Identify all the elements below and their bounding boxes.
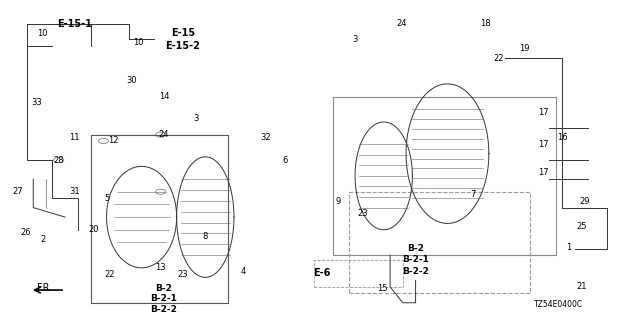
Text: 4: 4: [241, 267, 246, 276]
Text: E-15-2: E-15-2: [166, 41, 200, 51]
Text: B-2-1: B-2-1: [150, 294, 177, 303]
Text: 12: 12: [108, 136, 118, 146]
Text: 17: 17: [538, 108, 548, 117]
Text: B-2-2: B-2-2: [402, 267, 429, 276]
Text: 28: 28: [53, 156, 64, 164]
Text: 18: 18: [481, 19, 491, 28]
Text: 8: 8: [203, 232, 208, 241]
Text: 23: 23: [178, 270, 188, 279]
Text: 7: 7: [470, 190, 476, 199]
Text: 6: 6: [282, 156, 287, 164]
Text: 10: 10: [133, 38, 143, 47]
Text: 27: 27: [12, 187, 22, 196]
Text: 21: 21: [576, 282, 586, 292]
Text: 17: 17: [538, 140, 548, 148]
Text: 22: 22: [104, 270, 115, 279]
Text: 9: 9: [335, 197, 340, 206]
Text: 33: 33: [31, 99, 42, 108]
Text: 3: 3: [193, 114, 198, 123]
Text: 11: 11: [69, 133, 80, 142]
Text: 3: 3: [353, 35, 358, 44]
Text: TZ54E0400C: TZ54E0400C: [534, 300, 584, 309]
Text: FR.: FR.: [37, 284, 52, 293]
Text: B-2-1: B-2-1: [402, 255, 429, 264]
Text: 1: 1: [566, 243, 571, 252]
Text: 32: 32: [260, 133, 271, 142]
Text: E-15-1: E-15-1: [57, 19, 92, 28]
Text: 17: 17: [538, 168, 548, 177]
Text: 29: 29: [579, 197, 589, 206]
Text: 24: 24: [396, 19, 407, 28]
Text: B-2-2: B-2-2: [150, 305, 177, 314]
Text: E-6: E-6: [313, 268, 331, 278]
Text: B-2: B-2: [156, 284, 172, 293]
Text: B-2: B-2: [407, 244, 424, 253]
Text: 22: 22: [493, 54, 504, 63]
Text: 24: 24: [159, 130, 169, 139]
Text: 20: 20: [88, 225, 99, 234]
Text: 15: 15: [377, 284, 388, 293]
Text: 2: 2: [40, 235, 45, 244]
Text: 19: 19: [518, 44, 529, 53]
Text: 30: 30: [127, 76, 138, 85]
Text: 16: 16: [557, 133, 568, 142]
Text: 25: 25: [576, 222, 586, 231]
Text: 23: 23: [357, 209, 368, 219]
Text: 13: 13: [156, 263, 166, 272]
Text: 10: 10: [38, 28, 48, 38]
Text: 14: 14: [159, 92, 169, 101]
Text: 26: 26: [20, 228, 31, 237]
Text: 5: 5: [104, 194, 109, 203]
Text: E-15: E-15: [171, 28, 195, 38]
Text: 31: 31: [69, 187, 80, 196]
